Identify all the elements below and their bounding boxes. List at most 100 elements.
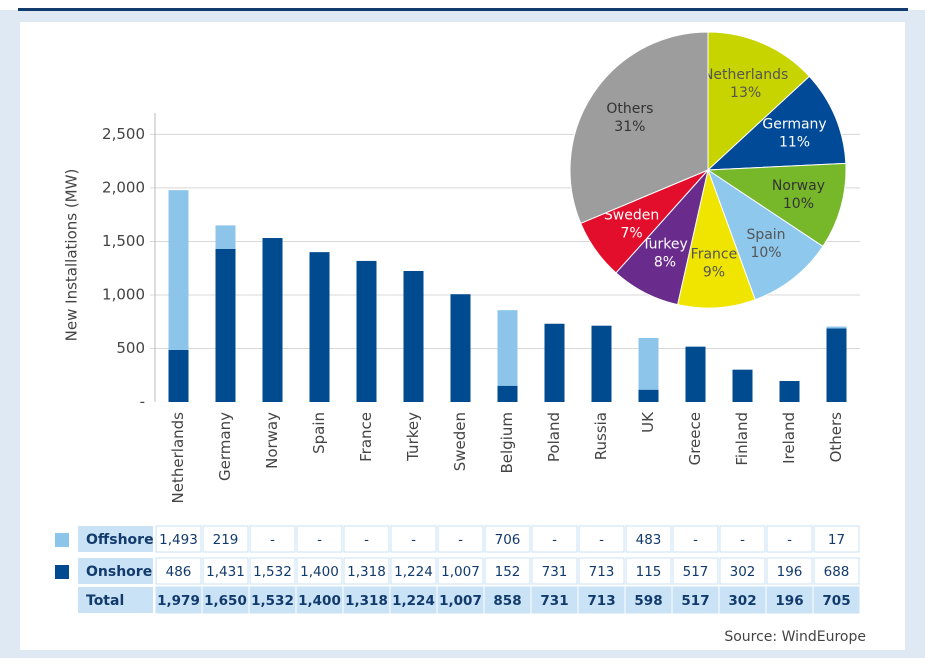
bar-segment [497,310,518,386]
y-tick-label: - [140,393,145,411]
pie-label: Turkey [641,236,688,252]
table-value: - [270,532,275,548]
table-cell [249,525,296,553]
bar-segment [450,294,471,402]
table-cell [578,557,625,585]
table-cell [249,557,296,585]
table-value: 1,650 [204,593,247,609]
bar-segment [544,323,565,402]
table-cell [813,557,860,585]
x-tick-label: Germany [216,412,234,481]
row-header-cell [78,558,153,584]
table-cell [672,586,719,614]
pie-slice [676,168,756,309]
x-tick-label: Belgium [498,412,516,474]
table-value: - [364,532,369,548]
table-value: 1,532 [253,564,292,580]
y-tick-label: 2,500 [102,125,145,143]
table-value: 17 [828,532,845,548]
pie-label: Netherlands [703,67,788,83]
x-tick-label: Netherlands [169,412,187,504]
table-value: - [552,532,557,548]
table-cell [625,586,672,614]
pie-value-label: 13% [730,85,761,101]
table-value: 1,007 [439,593,482,609]
pie-slice [706,75,847,171]
x-tick-label: Sweden [451,412,469,471]
table-value: 731 [540,593,568,609]
table-cell [719,525,766,553]
table-value: 731 [542,564,568,580]
table-value: 1,532 [251,593,294,609]
table-cell [719,557,766,585]
table-cell [484,525,531,553]
pie-value-label: 11% [779,135,810,151]
table-value: 1,979 [157,593,200,609]
pie-label: Germany [762,117,826,133]
pie-value-label: 9% [703,265,725,281]
bar-segment [826,328,847,402]
row-header: Total [86,593,124,609]
table-value: - [317,532,322,548]
table-cell [296,525,343,553]
x-tick-label: France [357,412,375,462]
table-value: - [740,532,745,548]
x-tick-label: Poland [545,412,563,462]
table-cell [484,557,531,585]
table-value: 196 [777,564,803,580]
table-value: 483 [636,532,662,548]
bar-segment [638,389,659,402]
table-cell [484,586,531,614]
table-value: - [458,532,463,548]
table-cell [672,525,719,553]
table-value: 1,007 [441,564,480,580]
pie-value-label: 31% [614,119,645,135]
bar-segment [262,238,283,402]
table-cell [390,557,437,585]
pie-slice [707,168,824,301]
bar-segment [168,190,189,350]
table-cell [343,525,390,553]
y-tick-label: 500 [116,339,145,357]
y-tick-label: 1,000 [102,285,145,303]
table-cell [390,586,437,614]
table-value: 1,400 [300,564,339,580]
table-value: 486 [166,564,192,580]
x-tick-label: Finland [733,412,751,466]
table-cell [343,586,390,614]
table-cell [578,586,625,614]
bar-segment [779,381,800,402]
y-axis-label: New Installations (MW) [63,169,81,342]
bar-segment [215,248,236,402]
table-value: 1,224 [392,593,435,609]
table-cell [813,525,860,553]
table-value: 152 [495,564,521,580]
bar-segment [826,326,847,329]
table-value: 858 [493,593,521,609]
table-value: 1,318 [345,593,388,609]
table-cell [625,525,672,553]
table-cell [155,525,202,553]
table-cell [202,586,249,614]
pie-label: Norway [772,178,825,194]
pie-slice [706,162,847,248]
pie-label: Sweden [604,207,659,223]
x-tick-label: Others [827,412,845,463]
table-value: 196 [775,593,803,609]
bar-segment [497,385,518,402]
table-cell [719,586,766,614]
x-tick-label: Ireland [780,412,798,464]
pie-value-label: 7% [620,225,642,241]
table-value: 705 [822,593,850,609]
table-cell [437,586,484,614]
source: Source: WindEurope [724,629,866,645]
table-cell [296,557,343,585]
x-tick-label: Russia [592,412,610,460]
header-band [0,0,925,10]
bar-segment [215,225,236,249]
bar-segment [356,260,377,402]
table-cell [390,525,437,553]
table-value: 688 [824,564,850,580]
table-cell [249,586,296,614]
